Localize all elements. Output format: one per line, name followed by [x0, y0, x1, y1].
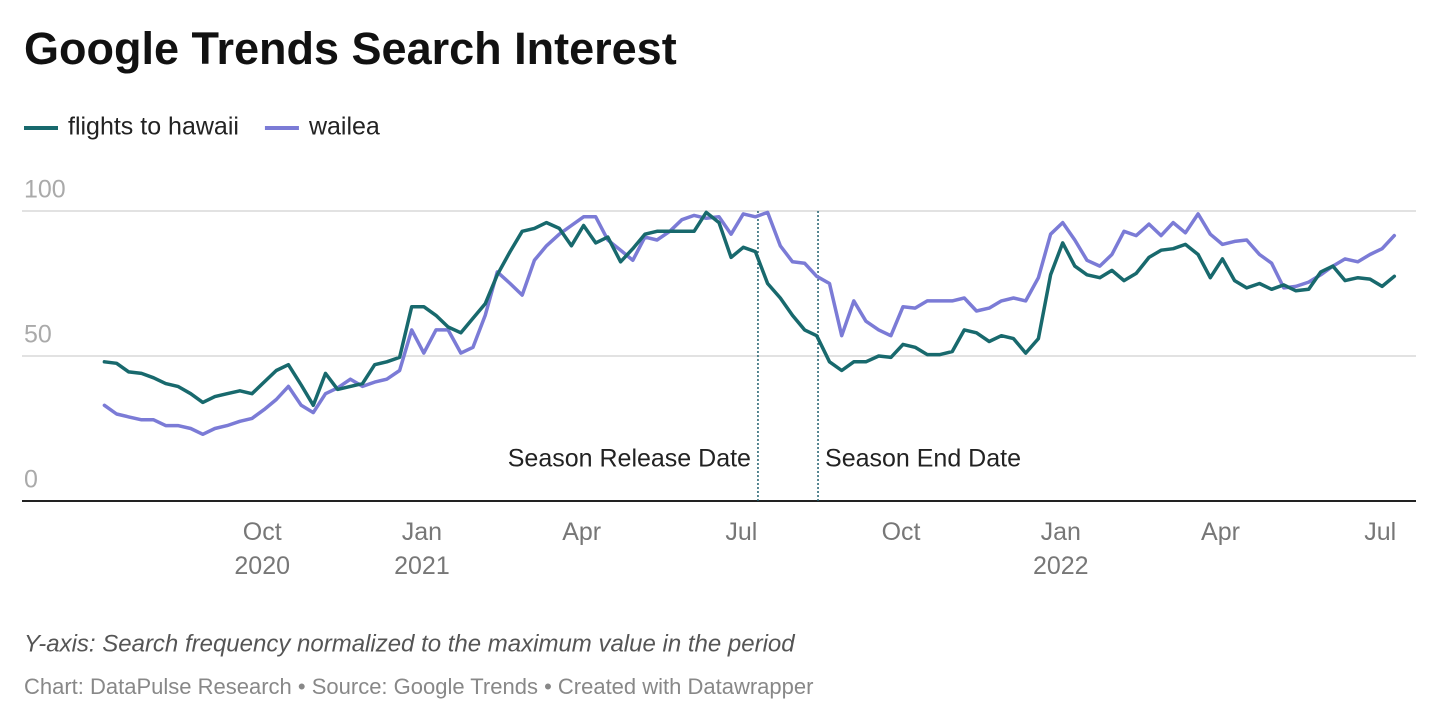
- marker-label: Season Release Date: [508, 445, 751, 473]
- x-tick-label: Jul: [725, 518, 758, 546]
- legend-label: wailea: [308, 113, 380, 141]
- x-tick-label: Oct: [881, 518, 921, 546]
- x-tick-label: Jan 2021: [394, 518, 450, 580]
- chart-title: Google Trends Search Interest: [24, 23, 677, 74]
- series-line: [102, 210, 1397, 437]
- x-tick-label: Jul: [1364, 518, 1397, 546]
- series-line: [102, 210, 1397, 408]
- marker-label: Season End Date: [825, 445, 1021, 473]
- y-tick-label: 100: [24, 176, 66, 204]
- y-tick-label: 50: [24, 321, 52, 349]
- x-tick-label: Oct 2020: [234, 518, 291, 580]
- note: Y-axis: Search frequency normalized to t…: [24, 630, 795, 657]
- legend-label: flights to hawaii: [68, 113, 239, 141]
- x-tick-label: Apr: [562, 518, 602, 546]
- x-tick-label: Apr: [1201, 518, 1240, 546]
- x-tick-label: Jan 2022: [1032, 518, 1089, 580]
- source: Chart: DataPulse Research • Source: Goog…: [24, 674, 813, 699]
- y-tick-label: 0: [24, 466, 38, 494]
